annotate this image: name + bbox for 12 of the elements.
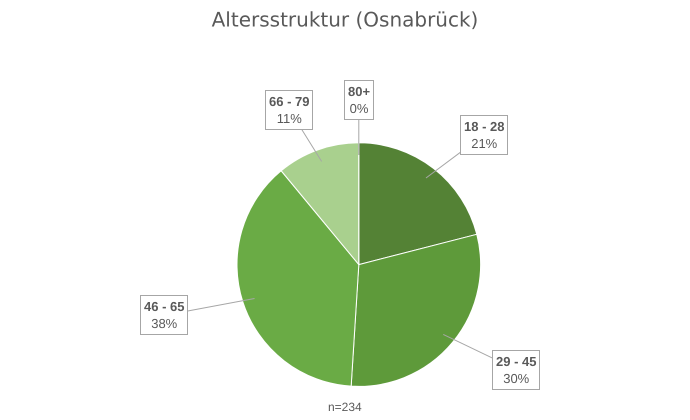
data-label: 30% bbox=[503, 370, 530, 386]
data-label: 21% bbox=[471, 136, 498, 151]
data-label: 38% bbox=[151, 316, 178, 331]
slice-label: 46 - 65 bbox=[144, 299, 184, 314]
text: n=234 bbox=[328, 400, 362, 414]
text: 0% bbox=[350, 100, 368, 116]
data-label: 11% bbox=[276, 110, 302, 126]
slice-label: 29 - 45 bbox=[496, 354, 536, 369]
category-label: 80+ bbox=[348, 84, 370, 99]
chart-title: Altersstruktur (Osnabrück) bbox=[212, 8, 478, 32]
slice-label: 18 - 28 bbox=[464, 119, 504, 134]
slice-label: 66 - 79 bbox=[269, 94, 310, 109]
